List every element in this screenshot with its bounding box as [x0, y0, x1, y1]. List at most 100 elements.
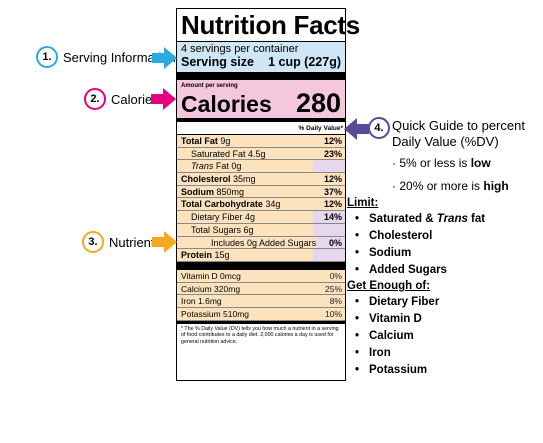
nutrition-facts-label: Nutrition Facts 4 servings per container…: [176, 8, 360, 381]
daily-value-footnote: * The % Daily Value (DV) tells you how m…: [177, 321, 345, 345]
nutrient-amount: 35mg: [230, 174, 256, 185]
callout-calories: 2. Calories: [84, 88, 159, 110]
get-enough-item: Calcium: [355, 328, 537, 345]
nutrient-name: Total Fat: [181, 136, 218, 146]
nutrient-name: Saturated Fat 4.5g: [177, 147, 313, 160]
nutrient-amount: 15g: [212, 250, 230, 261]
guide-low-rule: · 5% or less is low: [392, 156, 491, 170]
serving-information-band: 4 servings per container Serving size 1 …: [177, 41, 345, 72]
nutrient-dv: 14%: [313, 211, 345, 223]
guide-high-text: 20% or more is: [399, 179, 484, 193]
limit-item-trans: Trans: [436, 213, 468, 225]
nutrient-name: Trans: [191, 161, 214, 172]
nutrient-name: Sodium: [181, 186, 214, 197]
nutrient-name: Total Carbohydrate: [181, 199, 263, 210]
daily-value-header-text: % Daily Value*: [298, 122, 345, 134]
nutrient-dv: 23%: [313, 147, 345, 160]
nutrient-row: Saturated Fat 4.5g 23%: [177, 147, 345, 161]
nutrient-dv: 12%: [313, 173, 345, 185]
nutrient-name: Total Sugars 6g: [177, 223, 313, 236]
nutrient-row: Protein 15g: [177, 249, 345, 262]
nutrient-table: Total Fat 9g 12% Saturated Fat 4.5g 23% …: [177, 135, 345, 262]
nutrient-dv: 37%: [313, 185, 345, 198]
vitamin-row: Vitamin D 0mcg 0%: [177, 269, 345, 283]
nutrient-row: Total Fat 9g 12%: [177, 135, 345, 148]
nutrient-row: Includes 0g Added Sugars 0%: [177, 236, 345, 250]
arrow-right-icon: [152, 231, 177, 253]
arrow-right-icon: [152, 47, 177, 69]
serving-size-row: Serving size 1 cup (227g): [181, 55, 341, 69]
guide-title: Quick Guide to percent Daily Value (%DV): [392, 118, 525, 149]
daily-value-header: % Daily Value*: [177, 122, 345, 135]
guide-low-text: 5% or less is: [399, 156, 471, 170]
callout-nutrients: 3. Nutrients: [82, 231, 161, 253]
callout-badge: 2.: [84, 88, 106, 110]
limit-item: Saturated & Trans fat: [355, 211, 537, 228]
limit-item: Added Sugars: [355, 262, 537, 279]
vitamin-name: Vitamin D 0mcg: [181, 270, 241, 281]
nutrient-dv: 0%: [316, 236, 345, 249]
nutrient-row: Dietary Fiber 4g 14%: [177, 211, 345, 224]
get-enough-item: Potassium: [355, 362, 537, 379]
serving-size-value: 1 cup (227g): [268, 55, 341, 69]
nutrient-amount: 9g: [217, 136, 231, 146]
vitamin-row: Iron 1.6mg 8%: [177, 295, 345, 309]
thick-divider: [177, 261, 345, 270]
daily-value-guide: Quick Guide to percent Daily Value (%DV)…: [352, 118, 542, 193]
callout-label: Nutrients: [109, 234, 162, 250]
vitamin-name: Iron 1.6mg: [181, 296, 222, 307]
limit-list: Saturated & Trans fat Cholesterol Sodium…: [347, 211, 537, 279]
nutrient-amount: Fat 0g: [213, 161, 242, 172]
get-enough-item: Vitamin D: [355, 311, 537, 328]
limit-heading: Limit:: [347, 197, 379, 209]
calories-value: 280: [295, 88, 341, 118]
calories-row: Calories 280: [181, 88, 341, 118]
limit-item-suffix: fat: [467, 213, 486, 225]
limit-item-text: Saturated &: [369, 213, 437, 225]
servings-per-container: 4 servings per container: [181, 43, 299, 55]
limit-item: Cholesterol: [355, 228, 537, 245]
nutrient-name: Cholesterol: [181, 174, 231, 185]
nutrient-row: Cholesterol 35mg 12%: [177, 173, 345, 186]
medium-divider: [177, 118, 345, 122]
vitamin-row: Potassium 510mg 10%: [177, 308, 345, 322]
callout-badge: 1.: [36, 46, 58, 68]
nutrient-amount: 850mg: [214, 186, 245, 197]
nutrient-dv: [313, 223, 345, 236]
guide-high-rule: · 20% or more is high: [392, 179, 509, 193]
vitamin-row: Calcium 320mg 25%: [177, 282, 345, 296]
label-title: Nutrition Facts: [181, 10, 360, 40]
get-enough-heading: Get Enough of:: [347, 280, 431, 292]
callout-label: Serving Information: [63, 49, 176, 65]
callout-badge: 4.: [368, 117, 390, 139]
vitamin-dv: 8%: [329, 296, 342, 307]
get-enough-item: Dietary Fiber: [355, 294, 537, 311]
nutrient-row: Total Carbohydrate 34g 12%: [177, 198, 345, 212]
nutrient-dv: [313, 249, 345, 261]
callout-daily-value-guide: 4.: [368, 117, 390, 139]
nutrient-dv: 12%: [313, 198, 345, 211]
limit-item: Sodium: [355, 245, 537, 262]
nutrient-name: Dietary Fiber 4g: [177, 211, 313, 223]
calories-band: Amount per serving Calories 280: [177, 80, 345, 118]
nutrient-row: Total Sugars 6g: [177, 223, 345, 237]
get-enough-list: Dietary Fiber Vitamin D Calcium Iron Pot…: [347, 294, 537, 379]
vitamin-name: Potassium 510mg: [181, 309, 250, 320]
arrow-left-icon: [344, 118, 369, 140]
guide-low-word: low: [470, 156, 491, 170]
nutrient-row: Sodium 850mg 37%: [177, 185, 345, 199]
callout-badge: 3.: [82, 231, 104, 253]
get-enough-item: Iron: [355, 345, 537, 362]
guide-high-word: high: [483, 179, 509, 193]
nutrient-name: Includes 0g Added Sugars: [177, 236, 317, 249]
nutrient-amount: 34g: [262, 199, 281, 210]
vitamin-dv: 0%: [329, 270, 342, 281]
vitamin-dv: 25%: [324, 283, 342, 294]
callout-label: Calories: [111, 91, 159, 107]
serving-size-label: Serving size: [181, 55, 254, 69]
nutrient-name: Protein: [181, 250, 213, 261]
nutrient-dv: 12%: [313, 135, 345, 147]
vitamin-table: Vitamin D 0mcg 0% Calcium 320mg 25% Iron…: [177, 269, 345, 322]
vitamin-dv: 10%: [324, 309, 342, 320]
amount-per-serving: Amount per serving: [181, 83, 238, 89]
